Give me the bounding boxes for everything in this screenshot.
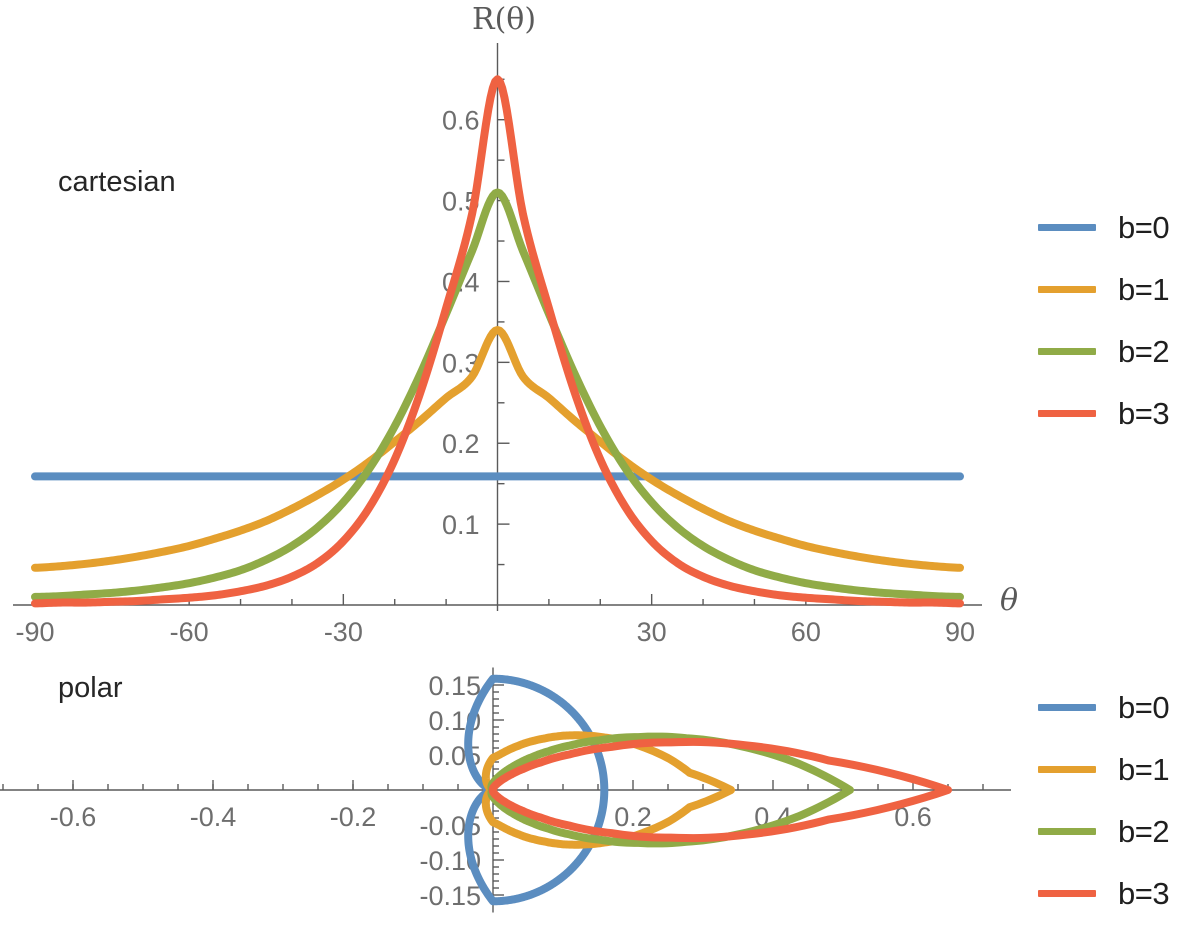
polar-curve-b-1 [481, 731, 735, 849]
cartesian-x-tick-label: 60 [791, 617, 821, 647]
cartesian-legend: b=0 b=1 b=2 b=3 [1038, 196, 1170, 444]
legend-entry-label: b=2 [1118, 813, 1170, 849]
legend-color-swatch [1038, 703, 1096, 711]
cartesian-x-tick-label: 30 [637, 617, 667, 647]
legend-polar-entry[interactable]: b=0 [1038, 676, 1170, 738]
cartesian-curve-b-3 [31, 75, 964, 608]
polar-plot-panel: polar -0.6 -0.4 -0.2 0.2 0.4 0.6 0.15 0.10 0.05-… [0, 650, 1020, 936]
cartesian-curve-b-2 [31, 188, 964, 601]
legend-color-swatch [1038, 285, 1096, 293]
legend-entry-label: b=2 [1118, 333, 1170, 369]
cartesian-x-tick-label: -90 [15, 617, 54, 647]
legend-color-swatch [1038, 223, 1096, 231]
cartesian-plot-panel: cartesian R(θ) θ -90 -60 -30 30 60 90 0.1 0.2 0.… [13, 2, 1019, 647]
cartesian-y-tick-label: 0.1 [442, 510, 480, 540]
polar-x-tick-label: -0.4 [190, 802, 237, 832]
polar-svg-canvas: -0.6 -0.4 -0.2 0.2 0.4 0.60.150.100.05-0.05-0… [0, 667, 1011, 913]
cartesian-x-tick-label: -60 [170, 617, 209, 647]
cartesian-y-tick-label: 0.2 [442, 429, 480, 459]
legend-entry-label: b=1 [1118, 751, 1170, 787]
legend-color-swatch [1038, 827, 1096, 835]
cartesian-x-tick-label: -30 [324, 617, 363, 647]
legend-entry-label: b=0 [1118, 689, 1170, 725]
legend-polar-entry[interactable]: b=3 [1038, 862, 1170, 924]
legend-polar-entry[interactable]: b=2 [1038, 800, 1170, 862]
cartesian-x-axis-title: θ [1000, 583, 1019, 618]
legend-entry-label: b=1 [1118, 271, 1170, 307]
polar-legend: b=0 b=1 b=2 b=3 [1038, 676, 1170, 924]
legend-cartesian-entry[interactable]: b=1 [1038, 258, 1170, 320]
cartesian-y-axis-title: R(θ) [472, 2, 537, 37]
polar-x-tick-label: 0.2 [614, 802, 652, 832]
cartesian-curve-b-1 [31, 326, 964, 572]
polar-y-tick-label: 0.15 [428, 671, 481, 701]
cartesian-y-tick-label: 0.6 [442, 106, 480, 136]
legend-cartesian-entry[interactable]: b=2 [1038, 320, 1170, 382]
legend-polar-entry[interactable]: b=1 [1038, 738, 1170, 800]
legend-entry-label: b=3 [1118, 395, 1170, 431]
legend-color-swatch [1038, 889, 1096, 897]
polar-x-tick-label: -0.2 [330, 802, 377, 832]
cartesian-x-tick-label: 90 [945, 617, 975, 647]
cartesian-panel-tag: cartesian [58, 166, 176, 198]
legend-cartesian-entry[interactable]: b=3 [1038, 382, 1170, 444]
legend-color-swatch [1038, 347, 1096, 355]
polar-y-tick-label: -0.15 [419, 881, 481, 911]
polar-curve-b-3 [488, 737, 952, 843]
polar-x-tick-label: -0.6 [50, 802, 97, 832]
legend-entry-label: b=0 [1118, 209, 1170, 245]
legend-color-swatch [1038, 409, 1096, 417]
legend-cartesian-entry[interactable]: b=0 [1038, 196, 1170, 258]
polar-curve-b-0 [464, 674, 609, 906]
legend-color-swatch [1038, 765, 1096, 773]
legend-entry-label: b=3 [1118, 875, 1170, 911]
cartesian-svg-canvas: -90 -60 -30 30 60 900.10.20.30.40.50.6 [13, 43, 982, 647]
polar-panel-tag: polar [58, 672, 123, 704]
